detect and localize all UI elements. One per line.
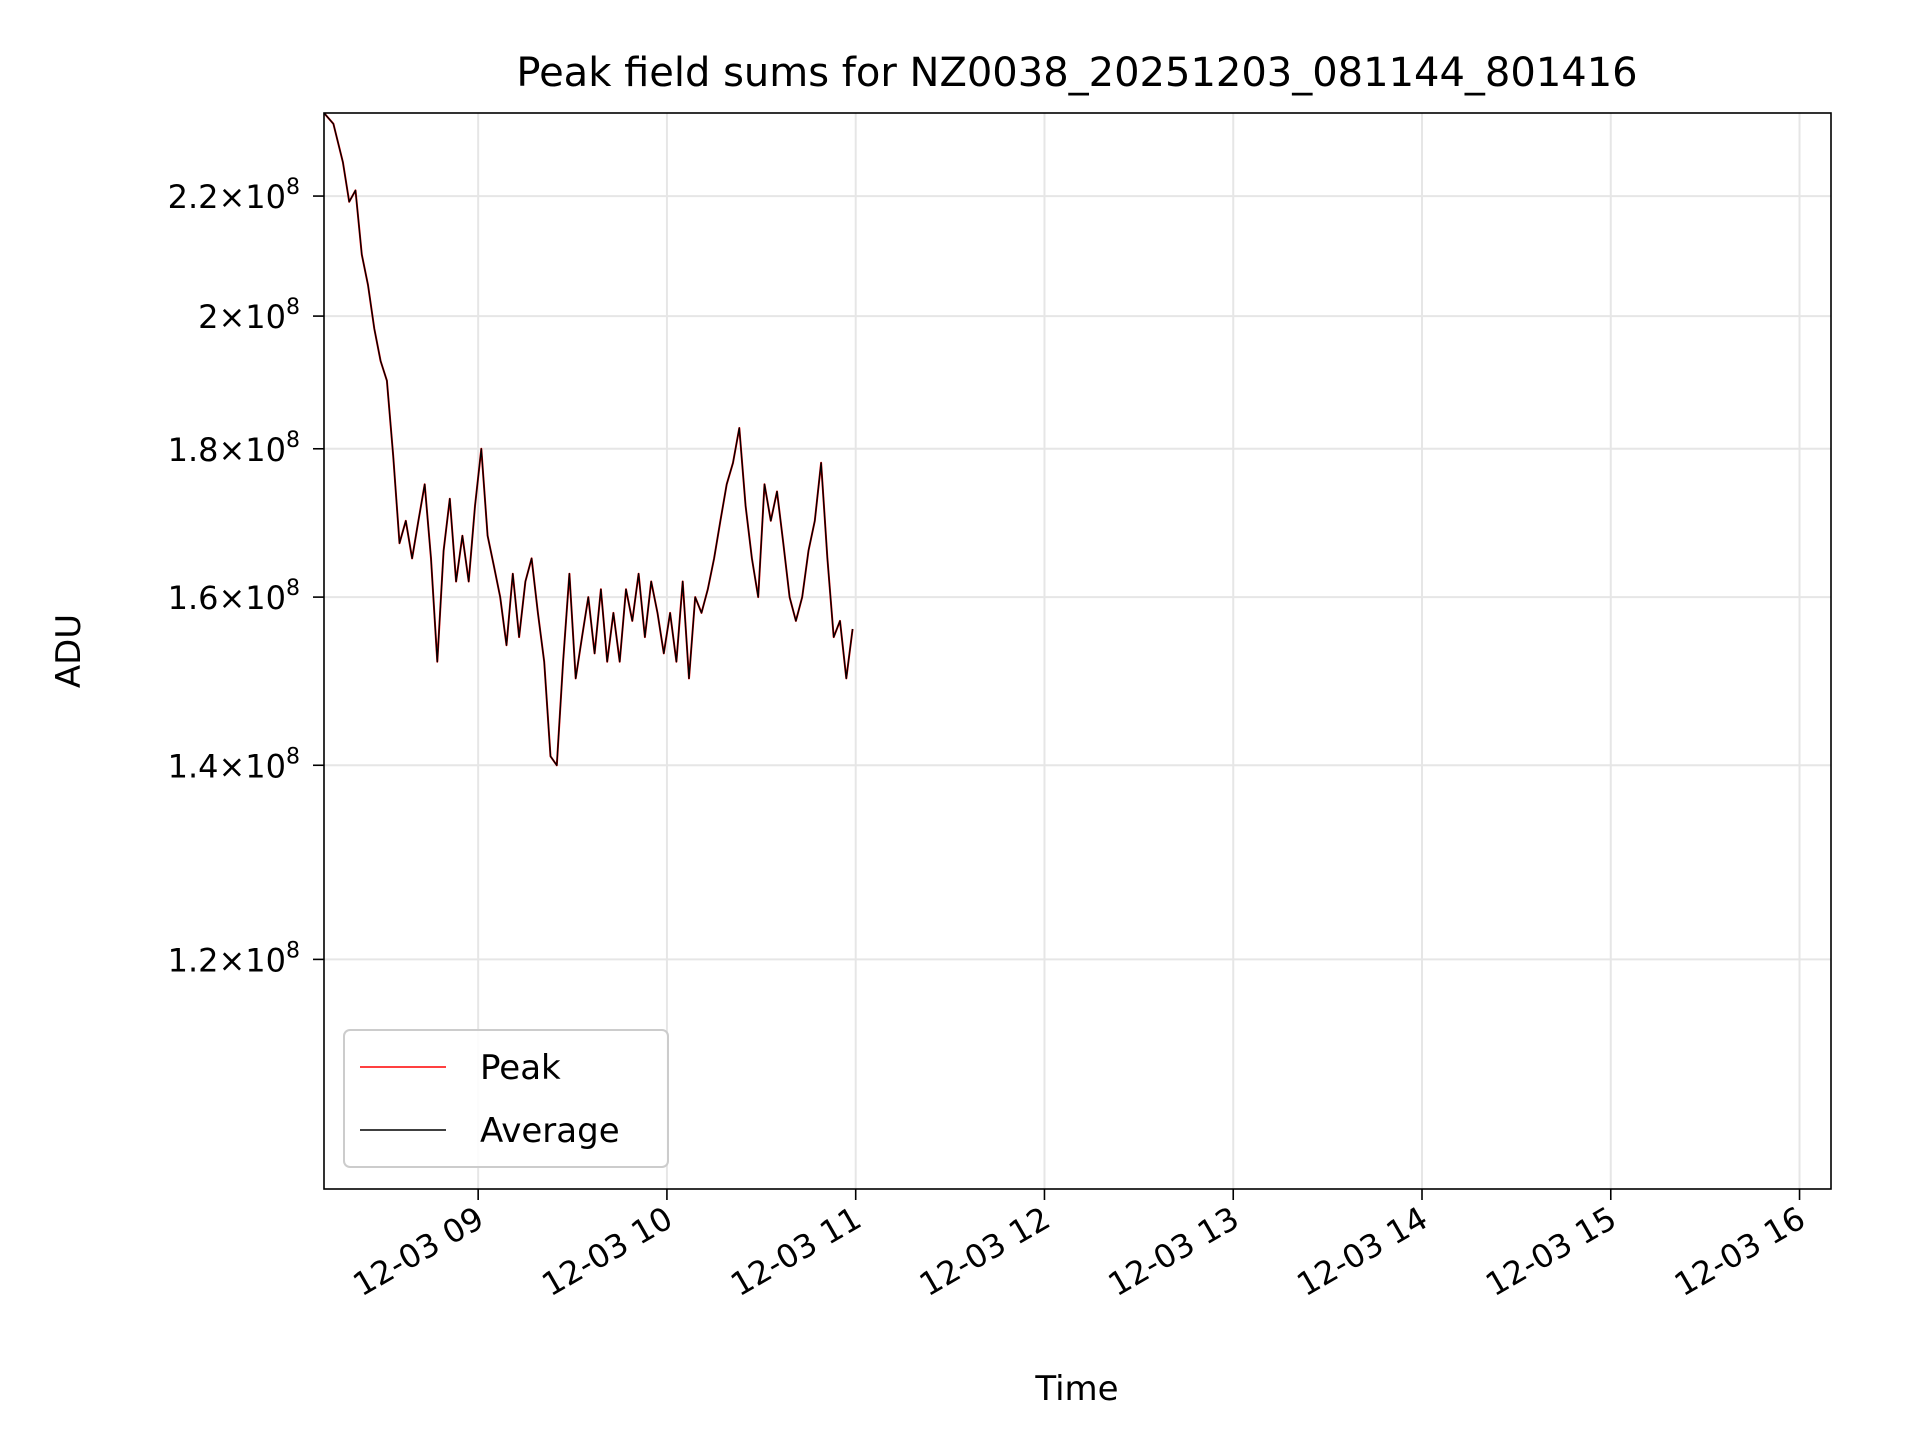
y-axis-label: ADU [49,614,89,688]
grid-lines [324,113,1831,1189]
y-tick-exponent: 8 [286,428,300,453]
y-tick-times-ten: ×10 [218,298,286,336]
x-axis-label: Time [1034,1369,1118,1409]
y-tick-exponent: 8 [286,938,300,963]
series-line-average [323,112,854,766]
y-tick-mantissa: 2 [198,298,218,336]
y-tick-times-ten: ×10 [218,941,286,979]
chart-title: Peak field sums for NZ0038_20251203_0811… [516,50,1637,96]
legend-box [343,1029,669,1168]
plot-frame [323,112,1832,1190]
y-tick-label: 1.6×108 [168,576,300,617]
legend: Peak Average [343,1029,669,1168]
y-tick-exponent: 8 [286,295,300,320]
legend-label-peak: Peak [480,1048,561,1088]
y-tick-times-ten: ×10 [218,579,286,617]
y-tick-exponent: 8 [286,744,300,769]
y-tick-exponent: 8 [286,576,300,601]
y-tick-label: 2×108 [198,295,300,336]
y-tick-exponent: 8 [286,175,300,200]
series-layer [323,112,854,767]
y-tick-times-ten: ×10 [218,747,286,785]
y-tick-label: 1.4×108 [168,744,300,785]
y-tick-times-ten: ×10 [218,431,286,469]
y-tick-times-ten: ×10 [218,178,286,216]
y-tick-label: 1.2×108 [168,938,300,979]
y-tick-mantissa: 1.8 [168,431,219,469]
legend-label-average: Average [480,1111,620,1151]
y-tick-label: 1.8×108 [168,428,300,469]
plot-area-background [324,113,1831,1189]
y-tick-mantissa: 1.2 [168,941,219,979]
y-tick-label: 2.2×108 [168,175,300,216]
y-tick-mantissa: 1.4 [168,747,219,785]
y-tick-mantissa: 2.2 [168,178,219,216]
y-tick-mantissa: 1.6 [168,579,219,617]
